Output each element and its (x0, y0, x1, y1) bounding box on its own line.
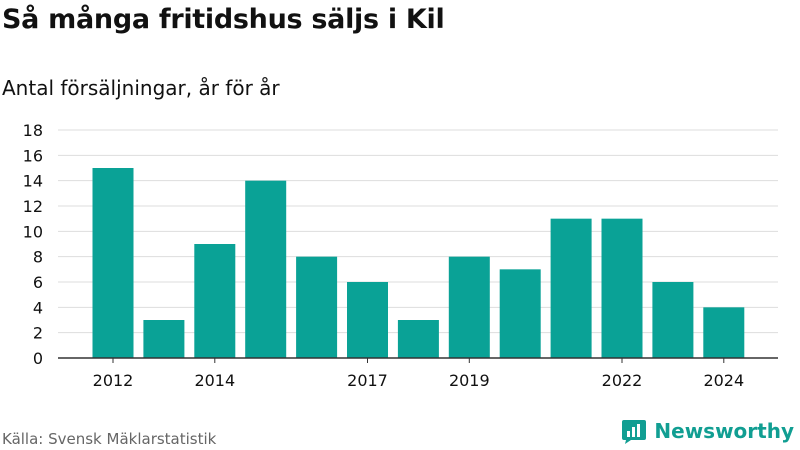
y-tick-label: 14 (23, 172, 43, 191)
newsworthy-logo-icon (621, 418, 647, 444)
brand-logo[interactable]: Newsworthy (621, 418, 794, 444)
source-note: Källa: Svensk Mäklarstatistik (2, 430, 217, 448)
y-tick-label: 8 (33, 248, 43, 267)
brand-name: Newsworthy (654, 419, 794, 443)
x-tick-label: 2019 (449, 371, 490, 390)
y-tick-label: 0 (33, 349, 43, 368)
x-tick-label: 2022 (602, 371, 643, 390)
bar[interactable] (652, 282, 694, 358)
y-tick-label: 2 (33, 324, 43, 343)
bar[interactable] (92, 168, 134, 358)
bar[interactable] (347, 282, 388, 358)
y-tick-label: 4 (33, 298, 43, 317)
y-tick-label: 10 (23, 222, 43, 241)
y-tick-label: 16 (23, 146, 43, 165)
chart-subtitle: Antal försäljningar, år för år (2, 76, 280, 100)
bar[interactable] (245, 180, 287, 358)
bar[interactable] (550, 218, 592, 358)
bar[interactable] (397, 320, 439, 358)
bar[interactable] (499, 269, 541, 358)
bar[interactable] (601, 218, 643, 358)
x-tick-label: 2024 (703, 371, 744, 390)
chart-title: Så många fritidshus säljs i Kil (2, 4, 445, 35)
x-tick-label: 2012 (93, 371, 134, 390)
y-tick-label: 6 (33, 273, 43, 292)
y-tick-label: 18 (23, 121, 43, 140)
bar[interactable] (703, 307, 745, 358)
y-tick-label: 12 (23, 197, 43, 216)
bar-chart: 0 2 4 6 8 10 12 14 16 18 2012 2014 2017 2019 2022 2024 (23, 121, 778, 390)
x-tick-label: 2017 (347, 371, 388, 390)
bar[interactable] (296, 256, 338, 358)
bar[interactable] (143, 320, 185, 358)
x-tick-label: 2014 (194, 371, 235, 390)
bar[interactable] (194, 244, 236, 358)
bar[interactable] (448, 256, 490, 358)
